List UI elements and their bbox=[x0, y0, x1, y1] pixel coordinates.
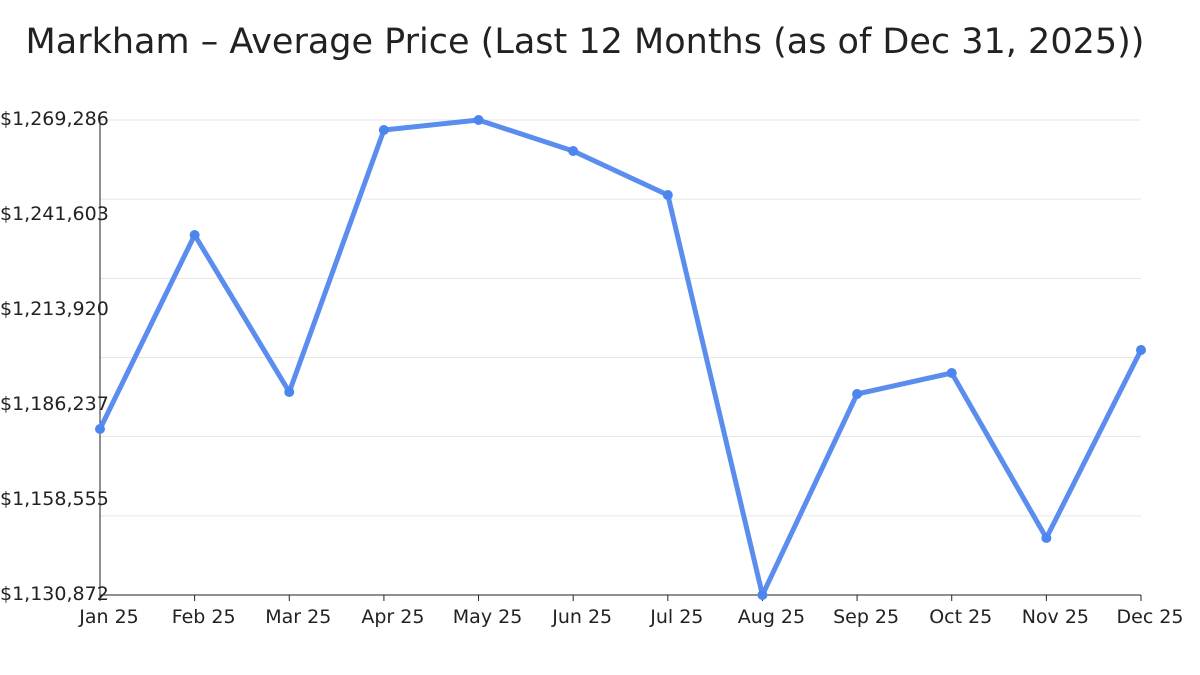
x-tick-label: Jun 25 bbox=[551, 606, 612, 628]
x-tick-label: Apr 25 bbox=[361, 606, 424, 628]
y-tick-label: $1,186,237 bbox=[0, 393, 109, 415]
x-tick-label: Oct 25 bbox=[929, 606, 992, 628]
data-point-sep-25 bbox=[852, 388, 863, 399]
x-tick-label: Jul 25 bbox=[649, 606, 703, 628]
x-tick-label: Jan 25 bbox=[78, 606, 139, 628]
data-point-apr-25 bbox=[378, 124, 389, 135]
data-point-oct-25 bbox=[946, 367, 957, 378]
series-line bbox=[97, 117, 1144, 598]
data-point-dec-25 bbox=[1136, 344, 1146, 355]
data-point-feb-25 bbox=[189, 229, 200, 240]
x-tick-label: Sep 25 bbox=[833, 606, 899, 628]
x-tick-label: Mar 25 bbox=[265, 606, 331, 628]
x-tick-label: Aug 25 bbox=[738, 606, 805, 628]
x-tick-label: Nov 25 bbox=[1022, 606, 1089, 628]
x-tick-label: May 25 bbox=[453, 606, 523, 628]
data-point-mar-25 bbox=[284, 386, 295, 397]
y-tick-label: $1,158,555 bbox=[0, 488, 109, 510]
y-tick-label: $1,241,603 bbox=[0, 203, 109, 225]
y-tick-label: $1,213,920 bbox=[0, 298, 109, 320]
data-point-jun-25 bbox=[568, 145, 579, 156]
data-point-jan-25 bbox=[95, 424, 105, 435]
x-tick-label: Feb 25 bbox=[172, 606, 236, 628]
y-tick-label: $1,130,872 bbox=[0, 583, 109, 605]
y-tick-label: $1,269,286 bbox=[0, 108, 109, 130]
data-point-nov-25 bbox=[1041, 532, 1052, 543]
x-tick-label: Dec 25 bbox=[1117, 606, 1184, 628]
data-point-may-25 bbox=[473, 115, 484, 125]
data-point-aug-25 bbox=[757, 590, 768, 600]
chart-title: Markham – Average Price (Last 12 Months … bbox=[25, 22, 1145, 62]
data-point-jul-25 bbox=[662, 189, 673, 200]
